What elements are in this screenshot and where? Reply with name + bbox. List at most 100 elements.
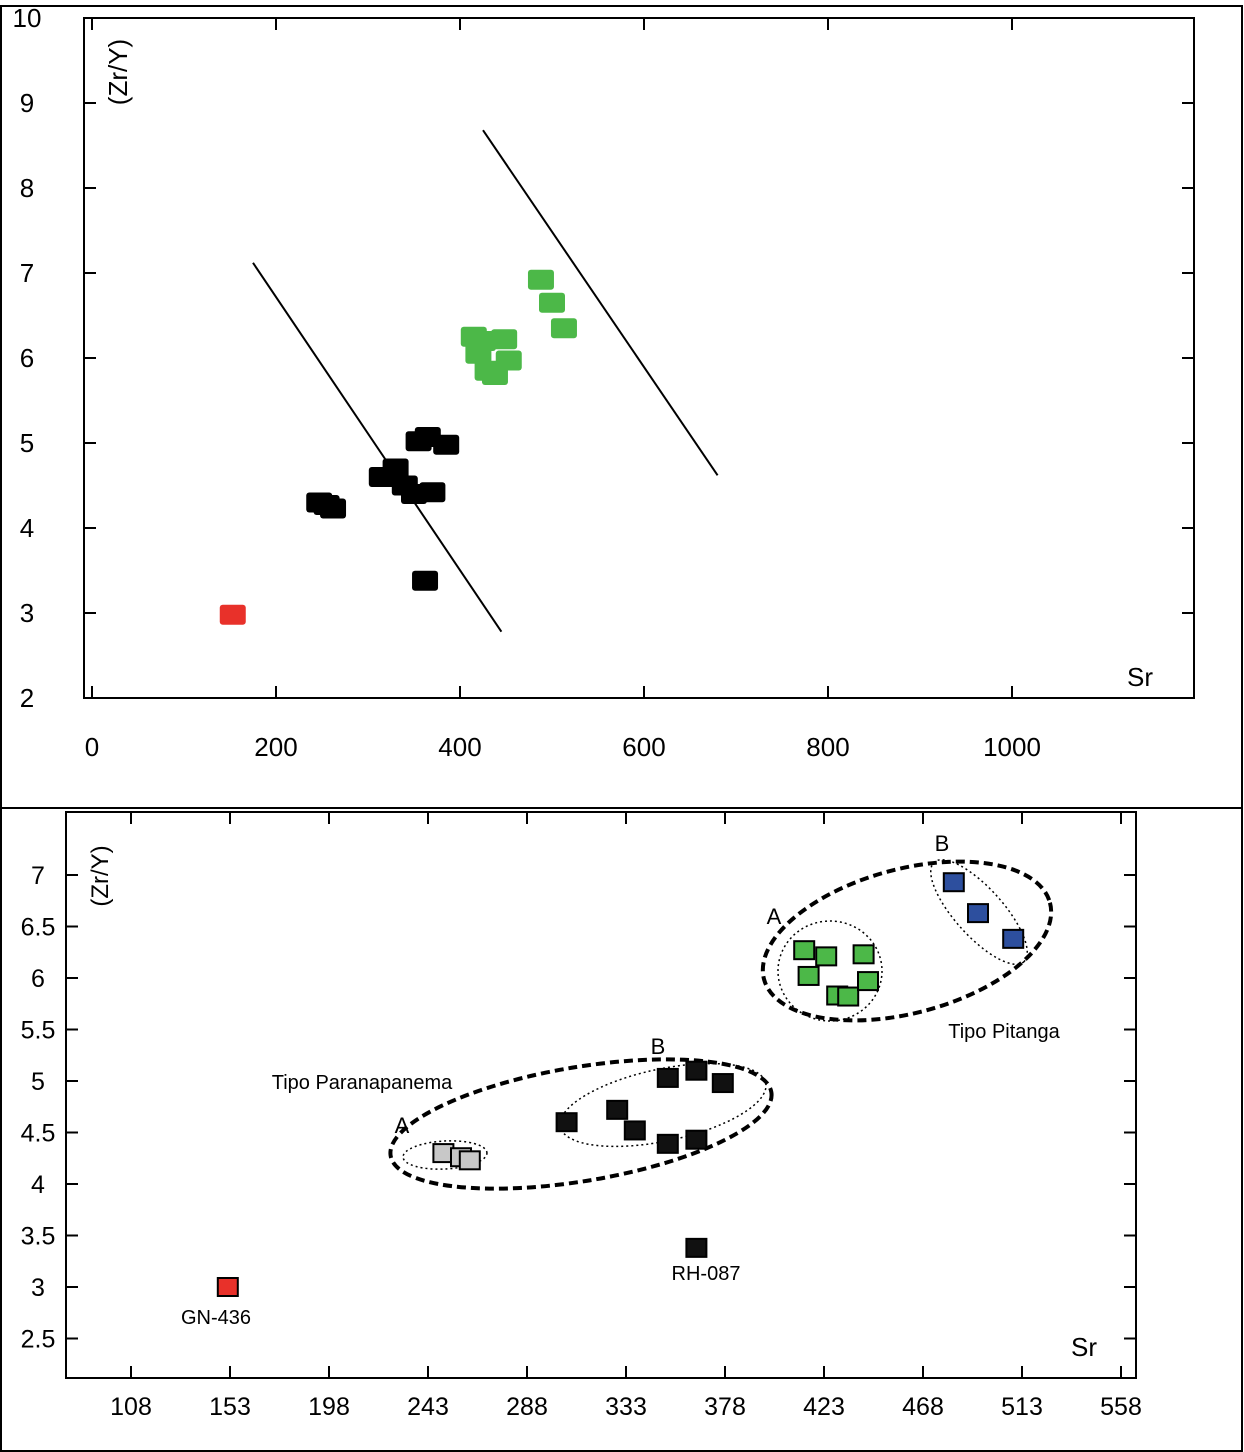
x-axis-ticks-bottom: 108 153 198 243 288 333 378 423 468 513 558 <box>110 812 1142 1421</box>
data-point <box>685 1060 708 1081</box>
x-tick-label: 243 <box>407 1393 449 1421</box>
y-tick-label: 3 <box>20 598 34 628</box>
annotation-rh087: RH-087 <box>672 1263 741 1285</box>
data-point <box>539 292 565 313</box>
data-point <box>815 946 838 967</box>
data-point <box>412 570 439 591</box>
paranapanema-envelope <box>388 1057 774 1191</box>
y-axis-ticks-bottom: 2.5 3 3.5 4 4.5 5 5.5 6 6.5 7 <box>21 862 1136 1354</box>
data-point <box>685 1237 708 1258</box>
x-tick-label: 200 <box>254 732 297 762</box>
x-tick-label: 513 <box>1001 1393 1043 1421</box>
y-tick-label: 6 <box>20 343 34 373</box>
group-envelopes <box>388 858 1054 1191</box>
paranapanema-a-envelope <box>402 1140 488 1170</box>
x-tick-label: 800 <box>806 732 849 762</box>
y-tick-label: 9 <box>20 88 34 118</box>
data-point <box>419 482 446 503</box>
data-point <box>491 329 518 350</box>
annotation-group-b-high: B <box>935 831 950 856</box>
data-point <box>797 965 820 986</box>
x-tick-label: 400 <box>438 732 481 762</box>
data-point <box>942 872 965 893</box>
x-tick-label: 198 <box>308 1393 350 1421</box>
data-point <box>656 1133 679 1154</box>
chart-bottom: 108 153 198 243 288 333 378 423 468 513 558 2.5 3 3.… <box>21 811 1142 1421</box>
x-tick-label: 378 <box>704 1393 746 1421</box>
x-tick-label: 468 <box>902 1393 944 1421</box>
y-tick-label: 10 <box>13 3 42 33</box>
data-point <box>793 940 816 961</box>
data-point <box>219 604 246 625</box>
x-tick-label: 333 <box>605 1393 647 1421</box>
x-tick-label: 558 <box>1100 1393 1142 1421</box>
y-tick-label: 5.5 <box>21 1017 56 1045</box>
x-axis-label-top: Sr <box>1127 662 1153 692</box>
x-axis-label-bottom: Sr <box>1071 1332 1097 1362</box>
y-tick-label: 8 <box>20 173 34 203</box>
y-tick-label: 4 <box>31 1171 45 1199</box>
x-axis-ticks-top: 0 200 400 600 800 1000 <box>85 18 1041 762</box>
data-point <box>1002 928 1025 949</box>
x-tick-label: 1000 <box>983 732 1041 762</box>
y-tick-label: 7 <box>20 258 34 288</box>
data-point <box>857 971 879 992</box>
data-point <box>685 1129 708 1150</box>
y-tick-label: 3 <box>31 1274 45 1302</box>
y-axis-ticks-top: 2 3 4 5 6 7 8 9 10 <box>13 3 1194 713</box>
y-axis-label-bottom: (Zr/Y) <box>87 845 114 906</box>
chart-top: 0 200 400 600 800 1000 2 3 4 5 6 7 8 9 10 (Zr/Y) Sr <box>13 3 1195 762</box>
data-point <box>656 1067 679 1088</box>
data-point <box>495 350 522 371</box>
x-tick-label: 423 <box>803 1393 845 1421</box>
y-tick-label: 5 <box>20 428 34 458</box>
data-points-bottom <box>216 872 1025 1297</box>
data-point <box>711 1073 734 1094</box>
outer-border <box>0 5 1243 1452</box>
pitanga-b-envelope <box>930 858 1028 966</box>
y-tick-label: 7 <box>31 862 45 890</box>
data-point <box>967 903 989 924</box>
y-tick-label: 5 <box>31 1068 45 1096</box>
data-point <box>458 1150 481 1171</box>
data-point <box>216 1277 239 1297</box>
paranapanema-b-envelope <box>559 1062 767 1148</box>
plot-area-bottom <box>65 811 1137 1379</box>
data-point <box>837 986 860 1007</box>
y-tick-label: 4 <box>20 513 34 543</box>
y-tick-label: 2.5 <box>21 1326 56 1354</box>
data-point <box>623 1120 646 1141</box>
x-tick-label: 108 <box>110 1393 152 1421</box>
annotation-gn436: GN-436 <box>181 1307 251 1329</box>
data-point <box>527 269 554 290</box>
y-tick-label: 2 <box>20 683 34 713</box>
y-tick-label: 3.5 <box>21 1223 56 1251</box>
annotation-group-b-low: B <box>651 1034 666 1059</box>
y-tick-label: 6 <box>31 965 45 993</box>
data-point <box>852 944 875 965</box>
annotation-group-a-low: A <box>395 1113 410 1138</box>
annotation-group-a-high: A <box>767 904 782 929</box>
x-tick-label: 153 <box>209 1393 251 1421</box>
data-points-top <box>219 269 577 625</box>
boundary-lines-top <box>252 129 719 633</box>
boundary-line <box>252 262 503 633</box>
x-tick-label: 600 <box>622 732 665 762</box>
pitanga-a-envelope <box>777 920 883 1022</box>
data-point <box>606 1099 629 1120</box>
data-point <box>382 458 409 479</box>
data-point <box>320 498 347 519</box>
y-axis-label-top: (Zr/Y) <box>103 39 133 105</box>
x-tick-label: 288 <box>506 1393 548 1421</box>
annotation-pitanga: Tipo Pitanga <box>948 1021 1060 1043</box>
pitanga-envelope <box>760 859 1054 1023</box>
boundary-line <box>482 129 719 476</box>
y-tick-label: 6.5 <box>21 914 56 942</box>
data-point <box>550 318 577 339</box>
data-point <box>433 434 460 455</box>
data-point <box>470 331 496 351</box>
x-tick-label: 0 <box>85 732 99 762</box>
data-point <box>555 1112 578 1133</box>
y-tick-label: 4.5 <box>21 1120 56 1148</box>
